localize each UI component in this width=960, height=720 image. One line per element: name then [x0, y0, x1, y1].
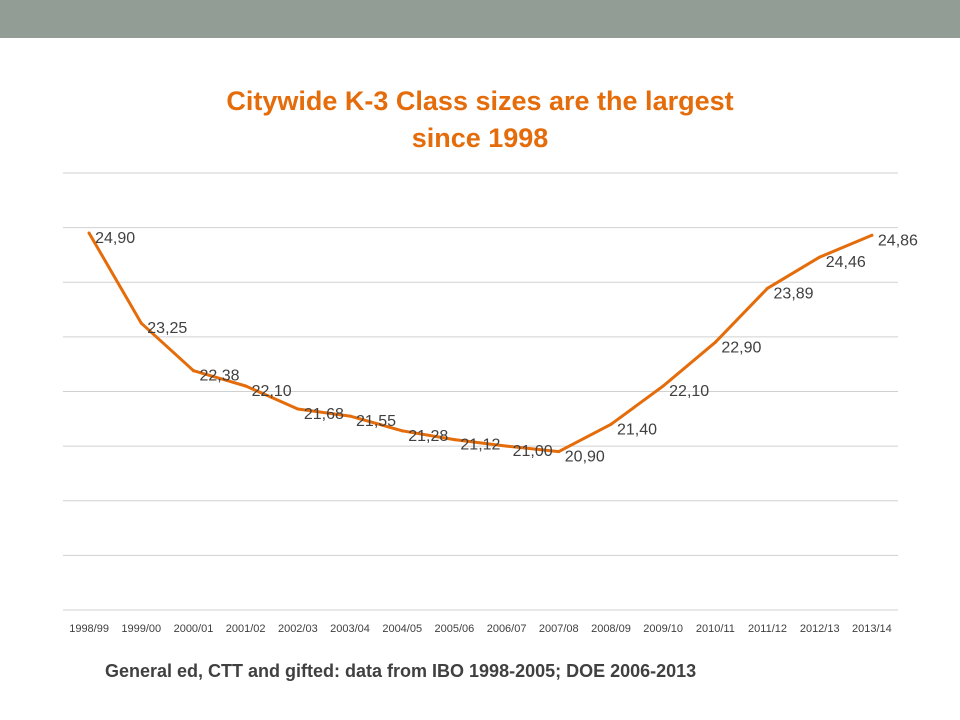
data-point	[400, 429, 404, 433]
data-point	[609, 422, 613, 426]
data-label: 22,10	[669, 383, 709, 400]
data-label: 23,25	[147, 320, 187, 337]
data-label: 21,55	[356, 413, 396, 430]
x-tick-label: 2009/10	[643, 623, 683, 635]
data-label: 20,90	[565, 449, 605, 466]
x-tick-label: 2010/11	[696, 623, 735, 635]
header-bar	[0, 0, 960, 38]
data-point	[661, 384, 665, 388]
data-point	[348, 414, 352, 418]
x-tick-label: 2013/14	[852, 623, 892, 635]
data-point	[139, 321, 143, 325]
chart-title-line-2: since 1998	[411, 123, 549, 153]
series-line	[87, 231, 874, 454]
data-label: 24,46	[826, 254, 866, 271]
data-label: 23,89	[774, 285, 814, 302]
data-point	[244, 384, 248, 388]
data-point	[766, 286, 770, 290]
x-tick-label: 2003/04	[330, 623, 370, 635]
x-tick-label: 1999/00	[121, 623, 161, 635]
data-point	[296, 407, 300, 411]
data-label: 21,12	[460, 437, 500, 454]
data-point	[87, 231, 91, 235]
data-point	[557, 450, 561, 454]
data-point	[452, 438, 456, 442]
chart-title: Citywide K-3 Class sizes are the largest…	[90, 83, 870, 157]
data-label: 21,00	[513, 443, 553, 460]
data-label: 22,38	[199, 368, 239, 385]
data-label: 21,40	[617, 421, 657, 438]
x-tick-label: 2007/08	[539, 623, 579, 635]
data-point	[713, 340, 717, 344]
data-point	[191, 369, 195, 373]
x-tick-label: 2006/07	[487, 623, 527, 635]
data-label: 21,68	[304, 406, 344, 423]
x-tick-label: 2012/13	[800, 623, 840, 635]
data-label: 21,28	[408, 428, 448, 445]
x-tick-label: 1998/99	[69, 623, 109, 635]
x-tick-label: 2004/05	[382, 623, 422, 635]
data-label: 24,86	[878, 232, 918, 249]
x-tick-label: 2008/09	[591, 623, 631, 635]
x-tick-label: 2001/02	[226, 623, 266, 635]
x-tick-label: 2002/03	[278, 623, 318, 635]
data-point	[505, 444, 509, 448]
x-tick-label: 2000/01	[174, 623, 214, 635]
data-point	[818, 255, 822, 259]
data-label: 24,90	[95, 230, 135, 247]
data-point	[870, 233, 874, 237]
source-footnote: General ed, CTT and gifted: data from IB…	[105, 661, 697, 681]
chart-title-line-1: Citywide K-3 Class sizes are the largest	[226, 86, 734, 116]
data-label: 22,90	[721, 339, 761, 356]
data-label: 22,10	[252, 383, 292, 400]
x-tick-label: 2005/06	[435, 623, 475, 635]
x-tick-label: 2011/12	[748, 623, 787, 635]
